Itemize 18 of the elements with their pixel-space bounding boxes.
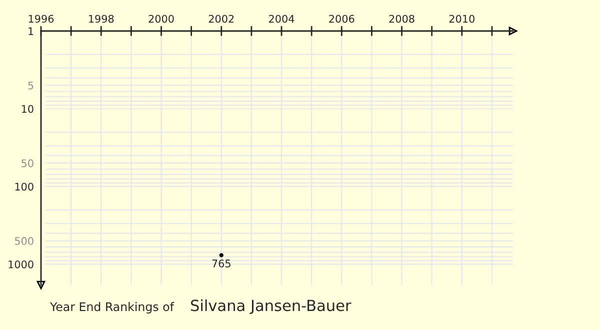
- y-tick-label: 1: [28, 27, 34, 35]
- x-tick-label: 2006: [329, 14, 354, 23]
- text: Year End Rankings of: [50, 302, 174, 314]
- text: Silvana Jansen-Bauer: [191, 299, 352, 314]
- data-label: 765: [212, 260, 230, 268]
- x-tick-label: 1996: [28, 14, 54, 23]
- y-tick-label: 1000: [8, 260, 34, 268]
- x-tick-label: 2000: [148, 14, 174, 23]
- x-tick-label: 2004: [269, 14, 294, 23]
- y-tick-label: 5: [28, 82, 34, 90]
- x-tick-label: 1998: [89, 14, 114, 23]
- x-tick-label: 2010: [449, 14, 474, 23]
- y-tick-label: 500: [14, 237, 34, 245]
- y-tick-label: 10: [22, 104, 34, 113]
- x-tick-label: 2008: [389, 14, 414, 23]
- y-tick-label: 50: [22, 159, 34, 168]
- x-tick-label: 2002: [208, 14, 234, 23]
- y-tick-label: 100: [15, 182, 34, 191]
